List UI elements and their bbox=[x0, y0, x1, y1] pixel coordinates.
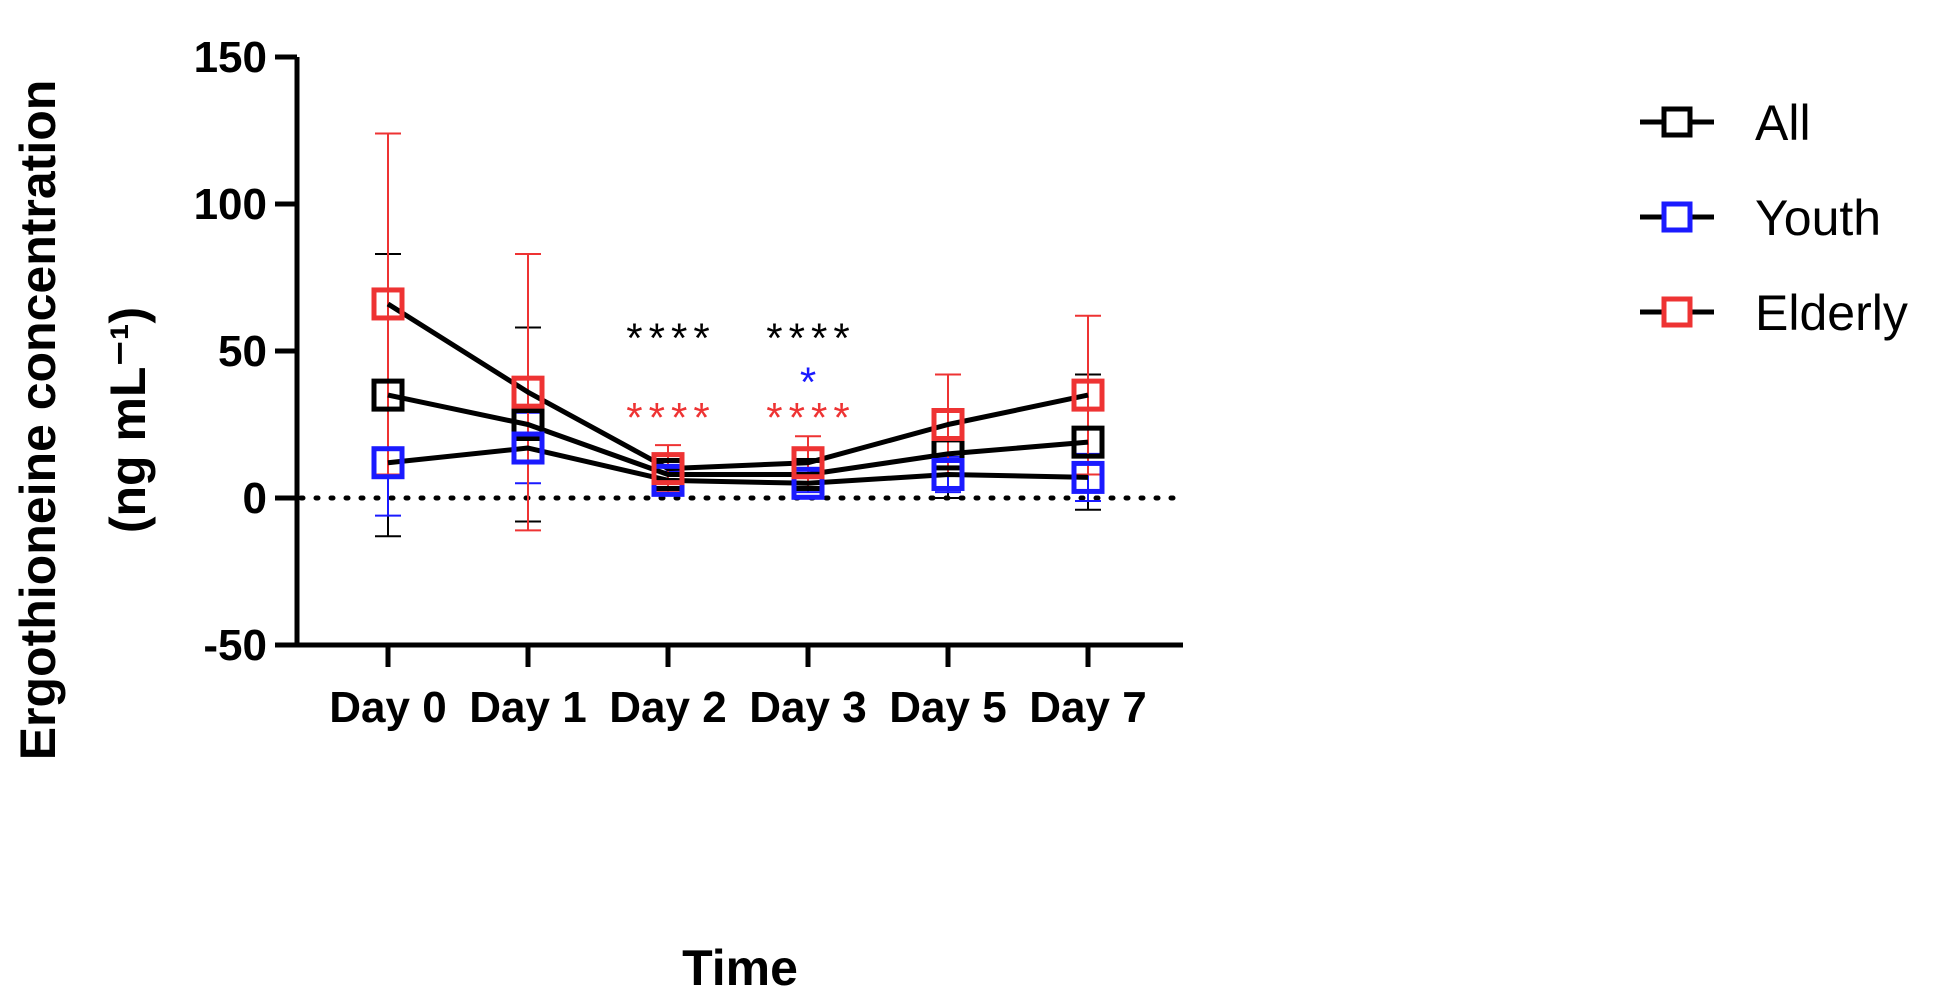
legend-label: Elderly bbox=[1755, 285, 1908, 341]
data-point bbox=[791, 466, 825, 500]
legend-marker bbox=[1661, 296, 1693, 328]
y-tick-label: 150 bbox=[194, 33, 267, 82]
x-tick-label: Day 5 bbox=[889, 683, 1006, 732]
series-line-all bbox=[387, 392, 1089, 477]
y-tick-label: 100 bbox=[194, 180, 267, 229]
significance-marker: **** bbox=[766, 314, 855, 361]
y-tick-label: 0 bbox=[243, 474, 267, 523]
y-axis-title: Ergothioneine concentration (ng mL⁻¹) bbox=[10, 80, 156, 761]
legend-marker bbox=[1661, 106, 1693, 138]
data-point bbox=[511, 375, 545, 409]
x-tick-label: Day 2 bbox=[609, 683, 726, 732]
error-bars-all bbox=[375, 252, 1101, 538]
y-tick-label: -50 bbox=[203, 621, 267, 670]
x-tick-label: Day 3 bbox=[749, 683, 866, 732]
error-bars-elderly bbox=[375, 132, 1101, 532]
data-point bbox=[931, 457, 965, 491]
significance-marker: * bbox=[800, 359, 822, 406]
data-point bbox=[371, 378, 405, 412]
x-tick-label: Day 0 bbox=[329, 683, 446, 732]
series-layer bbox=[371, 132, 1105, 538]
series-points-elderly bbox=[371, 287, 1105, 486]
legend-item-all: All bbox=[1640, 95, 1811, 151]
significance-marker: **** bbox=[626, 394, 715, 441]
legend-item-youth: Youth bbox=[1640, 190, 1881, 246]
significance-marker: **** bbox=[766, 394, 855, 441]
x-tick-label: Day 7 bbox=[1029, 683, 1146, 732]
data-point bbox=[371, 287, 405, 321]
legend-label: All bbox=[1755, 95, 1811, 151]
legend-label: Youth bbox=[1755, 190, 1881, 246]
data-point bbox=[1071, 378, 1105, 412]
data-point bbox=[931, 408, 965, 441]
data-point bbox=[511, 431, 545, 465]
data-point bbox=[1071, 425, 1105, 459]
significance-marker: **** bbox=[626, 314, 715, 361]
data-point bbox=[371, 446, 405, 480]
significance-annotations: ***************** bbox=[626, 314, 855, 441]
data-point bbox=[791, 446, 825, 480]
y-axis-title-line1: Ergothioneine concentration bbox=[10, 80, 66, 761]
x-axis-title: Time bbox=[682, 940, 798, 996]
series-line-youth bbox=[387, 445, 1089, 486]
data-point bbox=[1071, 460, 1105, 494]
data-point bbox=[511, 408, 545, 441]
series-line-elderly bbox=[386, 301, 1089, 472]
axes: -50 0 50 100 150 Day 0 Day 1 Day 2 Day 3 Day 5 Day… bbox=[194, 33, 1183, 732]
legend-marker bbox=[1661, 201, 1693, 233]
x-tick-label: Day 1 bbox=[469, 683, 586, 732]
y-tick-label: 50 bbox=[218, 327, 267, 376]
y-axis-title-line2: (ng mL⁻¹) bbox=[100, 307, 156, 533]
legend: All Youth Elderly bbox=[1640, 95, 1908, 341]
data-point bbox=[651, 452, 685, 486]
legend-item-elderly: Elderly bbox=[1640, 285, 1908, 341]
